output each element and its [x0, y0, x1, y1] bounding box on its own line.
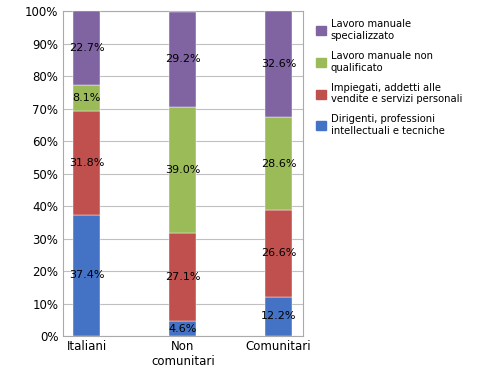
- Text: 31.8%: 31.8%: [69, 158, 104, 168]
- Bar: [73, 11, 100, 85]
- Bar: [169, 107, 196, 233]
- Text: 39.0%: 39.0%: [165, 165, 200, 175]
- Text: 27.1%: 27.1%: [165, 272, 200, 282]
- Text: 4.6%: 4.6%: [168, 324, 196, 334]
- Bar: [264, 11, 291, 117]
- Bar: [169, 321, 196, 336]
- Bar: [264, 210, 291, 296]
- Bar: [169, 12, 196, 107]
- Legend: Lavoro manuale
specializzato, Lavoro manuale non
qualificato, Impiegati, addetti: Lavoro manuale specializzato, Lavoro man…: [312, 16, 464, 139]
- Text: 37.4%: 37.4%: [69, 270, 105, 280]
- Bar: [73, 85, 100, 112]
- Text: 29.2%: 29.2%: [165, 54, 200, 64]
- Text: 12.2%: 12.2%: [260, 311, 296, 321]
- Bar: [73, 112, 100, 215]
- Text: 22.7%: 22.7%: [69, 43, 105, 53]
- Bar: [73, 215, 100, 336]
- Text: 26.6%: 26.6%: [261, 248, 296, 258]
- Text: 28.6%: 28.6%: [260, 159, 296, 169]
- Bar: [169, 233, 196, 321]
- Bar: [264, 117, 291, 210]
- Text: 32.6%: 32.6%: [261, 59, 296, 70]
- Text: 8.1%: 8.1%: [72, 93, 101, 103]
- Bar: [264, 296, 291, 336]
